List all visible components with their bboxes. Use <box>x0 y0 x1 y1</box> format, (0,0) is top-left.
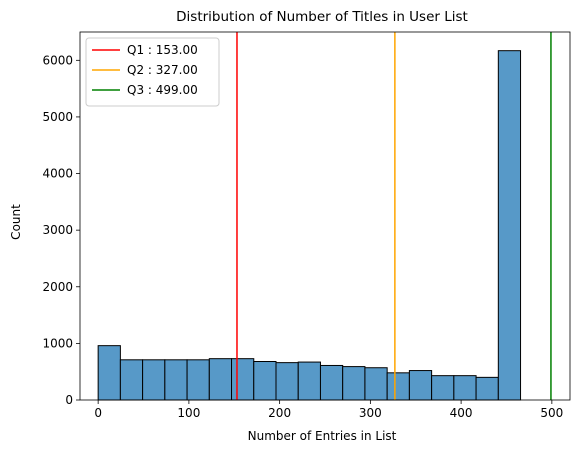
histogram-bar <box>119 359 144 401</box>
y-tick-label: 2000 <box>42 280 73 294</box>
x-axis-ticks: 0 100 200 300 400 500 <box>94 400 563 420</box>
histogram-bar <box>453 375 477 401</box>
legend-box <box>85 37 220 107</box>
y-tick-label: 1000 <box>42 336 73 350</box>
quartile-lines <box>236 32 552 400</box>
legend-label: Q2 : 327.00 <box>127 63 198 77</box>
legend-label: Q1 : 153.00 <box>127 43 198 57</box>
x-tick-label: 200 <box>268 406 291 420</box>
histogram-bar <box>475 376 499 401</box>
y-tick-label: 3000 <box>42 223 73 237</box>
histogram-bar <box>386 372 410 401</box>
histogram-bar <box>186 359 210 401</box>
histogram-bar <box>253 361 277 401</box>
histogram-bar <box>497 50 522 401</box>
histogram-bar <box>142 359 166 401</box>
histogram-bar <box>231 358 255 401</box>
bars-group <box>97 50 522 401</box>
histogram-bar <box>342 366 366 401</box>
histogram-bar <box>431 375 455 401</box>
y-tick-label: 6000 <box>42 53 73 67</box>
y-tick-label: 0 <box>65 393 73 407</box>
x-tick-label: 500 <box>540 406 563 420</box>
histogram-bar <box>275 362 299 401</box>
histogram-bar <box>97 345 121 401</box>
histogram-bar <box>408 370 433 401</box>
x-tick-label: 400 <box>450 406 473 420</box>
y-tick-label: 5000 <box>42 110 73 124</box>
x-tick-label: 0 <box>94 406 102 420</box>
chart-title: Distribution of Number of Titles in User… <box>176 9 468 25</box>
y-axis-ticks: 0 1000 2000 3000 4000 5000 6000 <box>42 53 80 407</box>
histogram-bar <box>364 367 388 401</box>
x-axis-label: Number of Entries in List <box>248 429 397 443</box>
y-tick-label: 4000 <box>42 167 73 181</box>
plot-frame <box>79 31 571 401</box>
histogram-bar <box>297 361 321 401</box>
histogram-bar <box>164 359 188 401</box>
y-axis-label: Count <box>9 204 23 240</box>
legend-label: Q3 : 499.00 <box>127 83 198 97</box>
histogram-bar <box>208 358 233 401</box>
histogram-bar <box>319 364 344 401</box>
x-tick-label: 100 <box>177 406 200 420</box>
legend: Q1 : 153.00 Q2 : 327.00 Q3 : 499.00 <box>85 37 220 107</box>
x-tick-label: 300 <box>359 406 382 420</box>
